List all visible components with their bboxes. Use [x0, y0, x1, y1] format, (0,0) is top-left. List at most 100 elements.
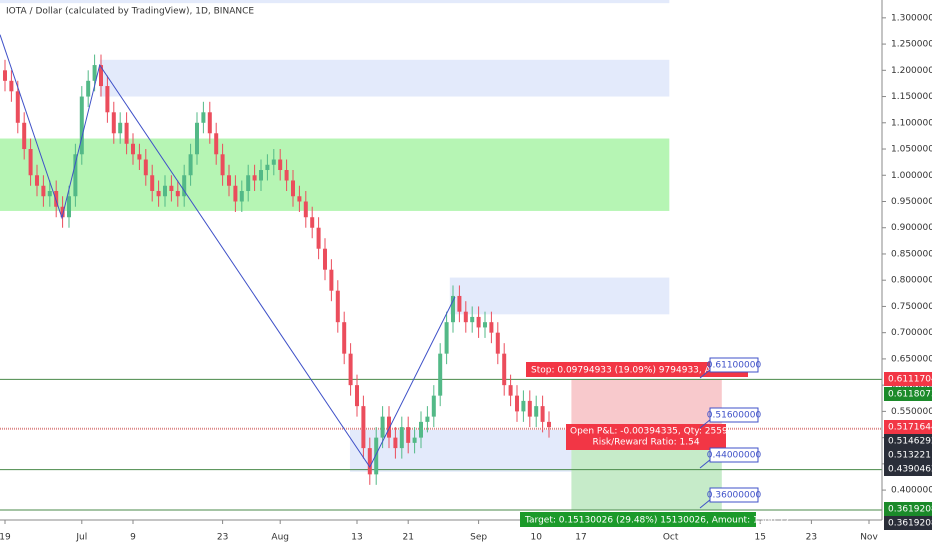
x-tick-label: 9 [130, 533, 136, 543]
x-tick-label: 15 [754, 533, 765, 543]
y-tick-label: 0.95000000 [891, 197, 932, 207]
candle-body [483, 322, 488, 328]
price-label-bg [884, 387, 932, 401]
price-label-bg [884, 434, 932, 448]
candle-body [457, 295, 462, 312]
candle-body [111, 112, 116, 134]
candle-body [329, 269, 334, 291]
candle-body [188, 154, 193, 176]
price-label: 0.51322110 [888, 451, 932, 461]
candle-body [451, 295, 456, 323]
stop-zone [571, 379, 722, 429]
x-tick-label: Nov [860, 533, 878, 543]
pnl-label-bg [566, 424, 726, 450]
candle-body [22, 122, 27, 150]
callout-box [709, 407, 759, 423]
candle-body [79, 96, 84, 155]
callout-label: 0.51600000 [707, 411, 762, 421]
y-tick-label: 0.75000000 [891, 302, 932, 312]
rr-label: Risk/Reward Ratio: 1.54 [592, 438, 699, 448]
price-label: 0.51716445 [888, 423, 932, 433]
candle-body [348, 353, 353, 386]
candle-body [431, 395, 436, 417]
candle-body [9, 80, 14, 92]
candle-body [143, 159, 148, 176]
candle-body [162, 185, 167, 197]
stop-label-bg [526, 362, 748, 377]
candle-body [374, 437, 379, 475]
x-tick-label: 10 [530, 533, 542, 543]
candle-body [438, 353, 443, 396]
candle-body [521, 400, 526, 412]
callout-label: 0.36000000 [707, 491, 762, 501]
candle-body [284, 170, 289, 181]
target-label: Target: 0.15130026 (29.48%) 15130026, Am… [524, 516, 790, 526]
candle-body [354, 385, 359, 407]
x-tick-label: Aug [271, 533, 289, 543]
y-tick-label: 0.70000000 [891, 328, 932, 338]
candle-body [278, 159, 283, 171]
price-label: 0.51462923 [888, 437, 932, 447]
y-tick-label: 1.10000000 [891, 118, 932, 128]
price-label: 0.61180730 [888, 390, 932, 400]
candle-body [220, 154, 225, 176]
candle-body [425, 416, 430, 422]
x-tick-label: 17 [575, 533, 586, 543]
x-tick-label: 13 [351, 533, 362, 543]
y-tick-label: 1.15000000 [891, 92, 932, 102]
candle-body [265, 164, 270, 171]
price-label-bg [884, 516, 932, 530]
candle-body [527, 400, 532, 417]
candle-body [406, 427, 411, 443]
candle-body [233, 185, 238, 202]
candle-body [66, 196, 71, 218]
y-tick-label: 1.20000000 [891, 66, 932, 76]
y-tick-label: 0.65000000 [891, 354, 932, 364]
candle-body [34, 175, 39, 186]
candle-body [342, 322, 347, 354]
x-tick-label: Sep [470, 533, 487, 543]
candle-body [252, 175, 257, 181]
y-tick-label: 1.30000000 [891, 13, 932, 23]
price-label-bg [884, 420, 932, 434]
x-tick-label: 23 [806, 533, 817, 543]
candle-body [175, 190, 180, 197]
price-label-bg [884, 372, 932, 386]
pnl-label: Open P&L: -0.00394335, Qty: 2559 [570, 427, 728, 437]
candle-body [515, 395, 520, 412]
candle-body [489, 322, 494, 333]
candle-body [290, 180, 295, 197]
callout-box [709, 487, 759, 503]
y-tick-label: 0.85000000 [891, 249, 932, 259]
candle-body [86, 80, 91, 97]
candle-body [226, 175, 231, 186]
candle-body [150, 175, 155, 191]
candle-body [98, 65, 103, 87]
zone [449, 277, 670, 315]
candle-body [547, 421, 552, 428]
candle-body [54, 190, 59, 207]
x-tick-label: Oct [663, 533, 679, 543]
candle-body [246, 175, 251, 191]
price-label: 0.61117043 [888, 375, 932, 385]
candle-body [105, 86, 110, 113]
candle-body [92, 65, 97, 81]
candle-body [194, 122, 199, 155]
candle-body [137, 154, 142, 160]
candle-body [73, 154, 78, 197]
candle-body [239, 190, 244, 202]
candle-body [28, 149, 33, 176]
candle-body [495, 332, 500, 354]
candle-body [258, 170, 263, 181]
candle-body [412, 437, 417, 443]
y-tick-label: 1.25000000 [891, 40, 932, 50]
candle-body [502, 353, 507, 386]
candle-body [303, 201, 308, 218]
callout-label: 0.44000000 [707, 451, 762, 461]
candle-body [316, 227, 321, 249]
candle-body [470, 316, 475, 323]
candle-body [182, 175, 187, 197]
callout-box [709, 447, 759, 463]
